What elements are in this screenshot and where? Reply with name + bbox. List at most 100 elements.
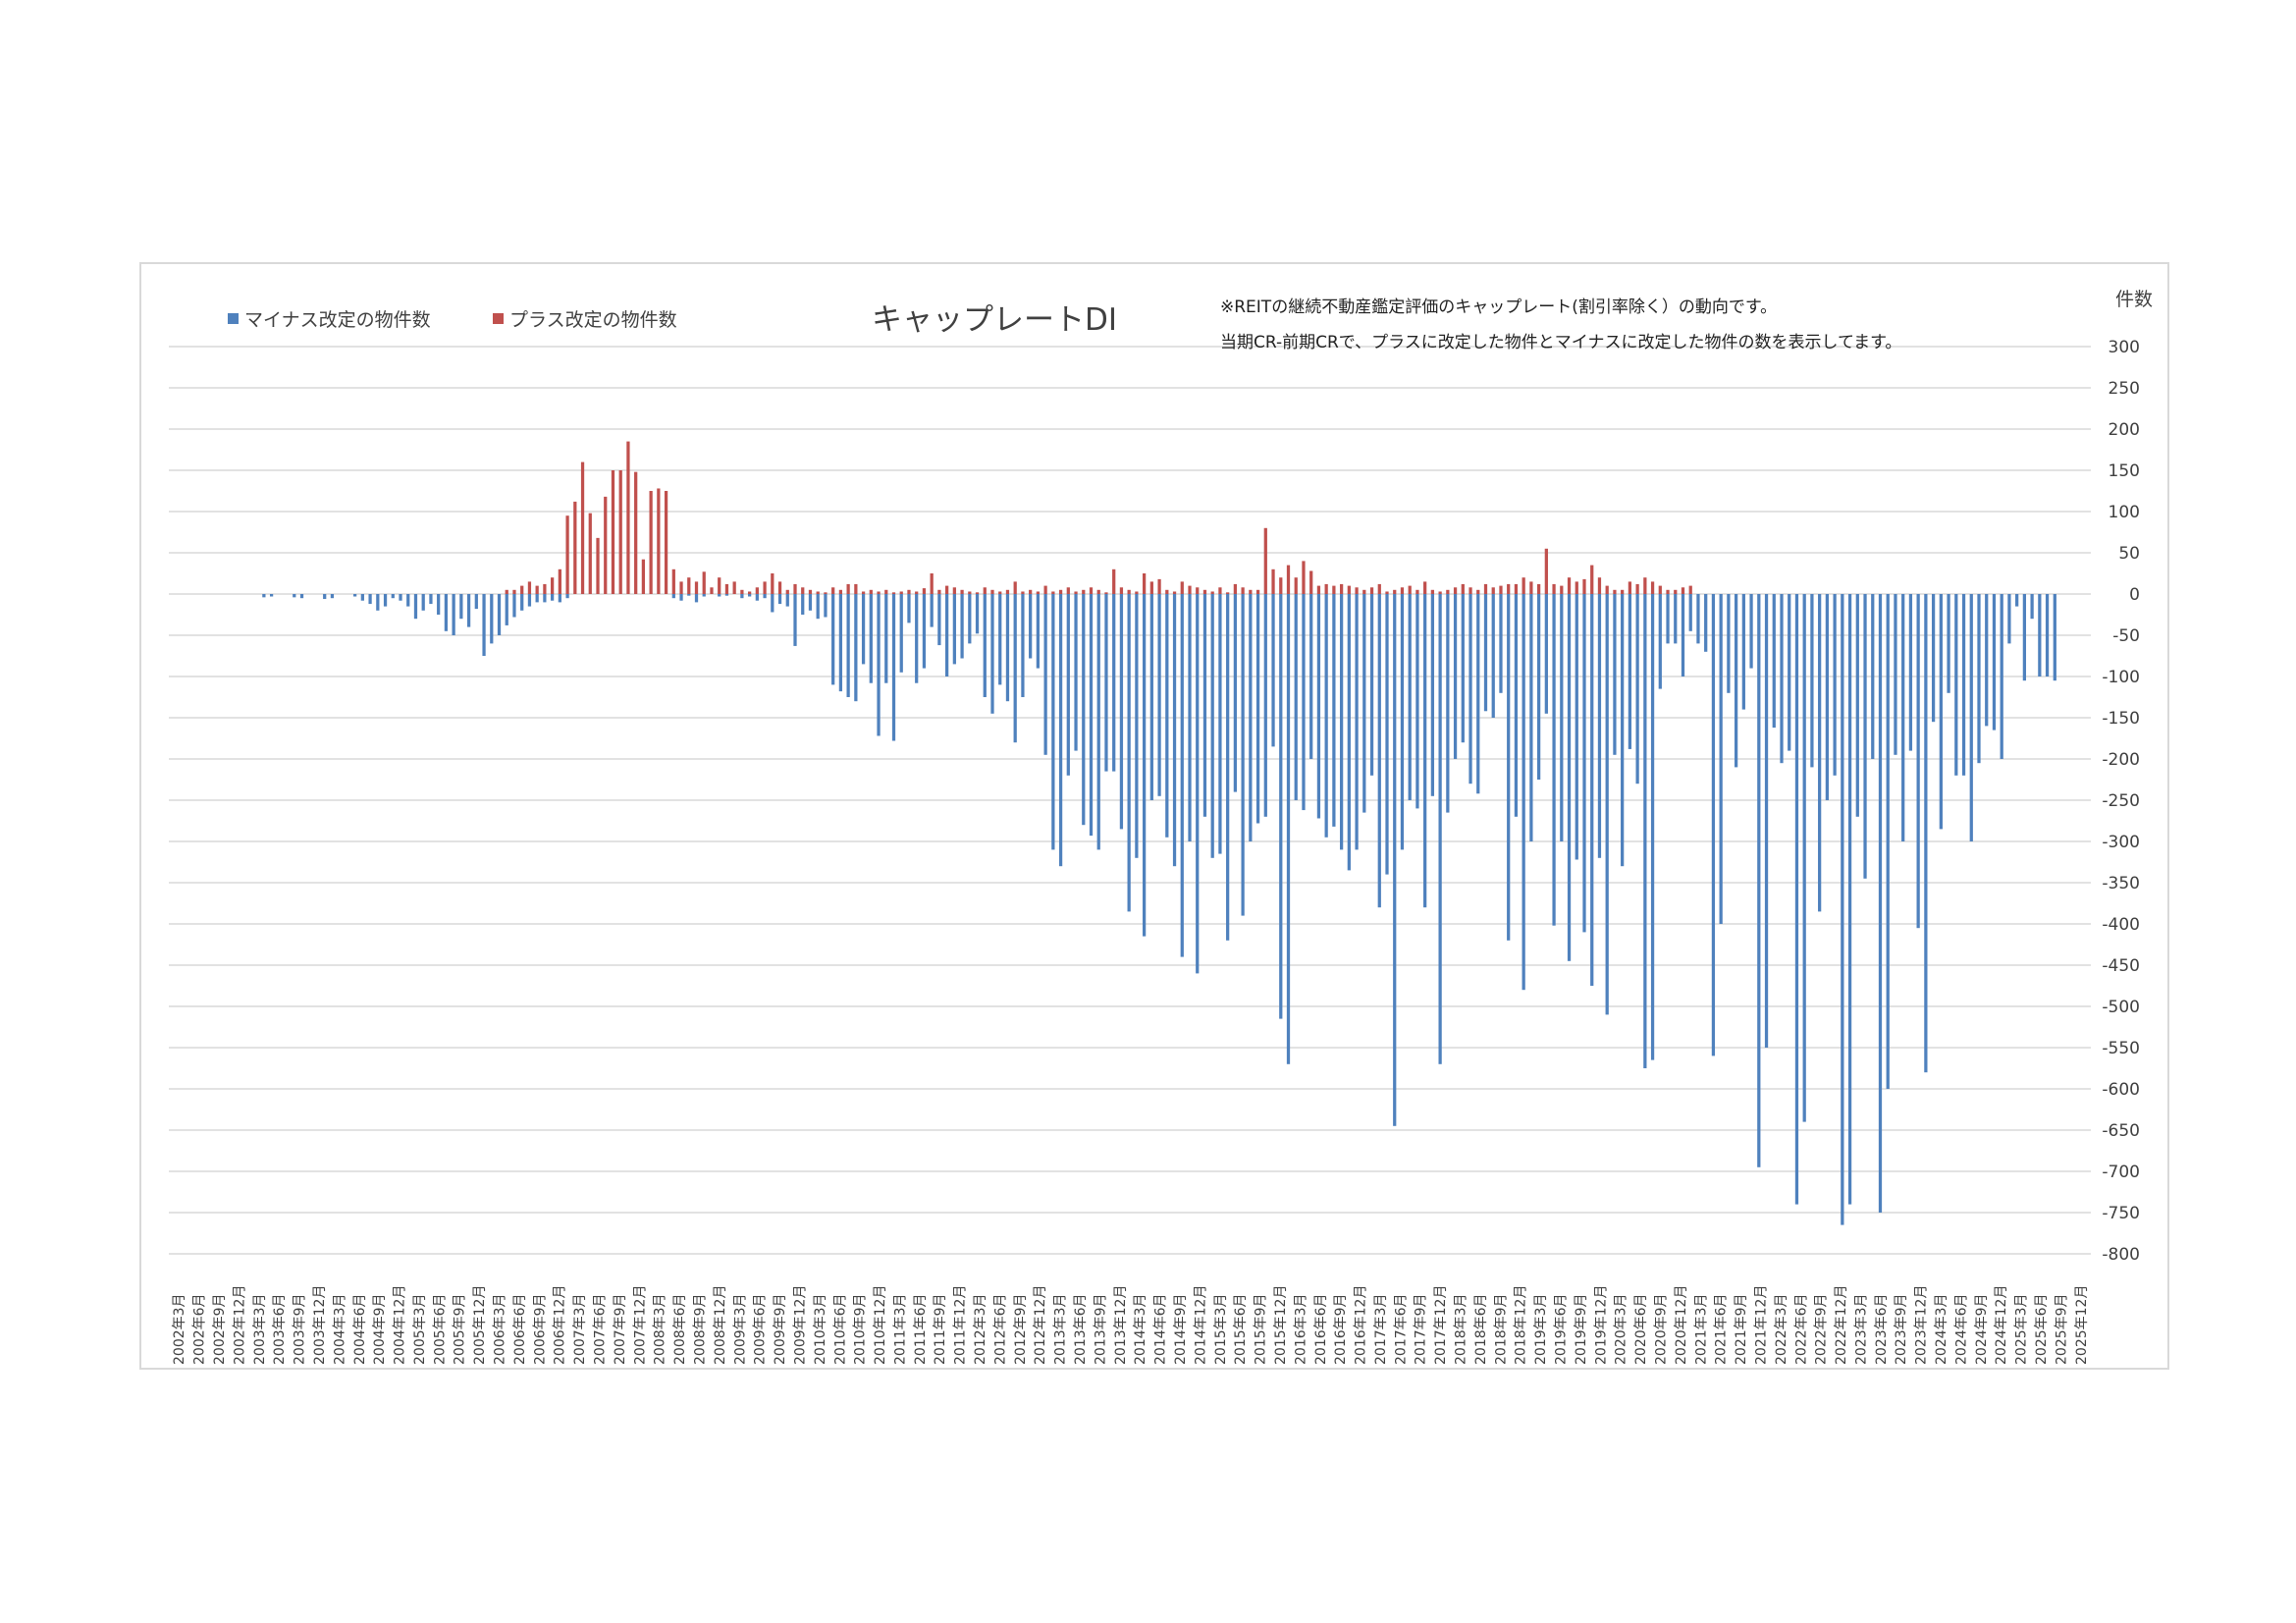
x-tick-label: 2010年6月: [832, 1293, 848, 1365]
bar-minus: [945, 594, 949, 676]
bar-plus: [634, 471, 638, 594]
legend-minus-swatch: [228, 313, 239, 324]
bar-minus: [1180, 594, 1184, 957]
bar-minus: [1286, 594, 1291, 1064]
bar-plus: [679, 581, 683, 594]
bar-plus: [1658, 585, 1662, 594]
x-tick-label: 2003年3月: [252, 1293, 268, 1365]
bar-minus: [990, 594, 994, 714]
bar-minus: [2000, 594, 2003, 759]
x-tick-label: 2023年3月: [1853, 1293, 1869, 1365]
bar-plus: [1021, 591, 1025, 594]
x-tick-label: 2021年9月: [1734, 1293, 1749, 1365]
bar-minus: [1393, 594, 1397, 1126]
legend-plus: プラス改定の物件数: [493, 305, 677, 332]
bar-minus: [1613, 594, 1617, 755]
bar-minus: [1332, 594, 1336, 827]
bar-minus: [1491, 594, 1495, 718]
x-tick-label: 2008年6月: [672, 1293, 688, 1365]
bar-plus: [1309, 570, 1313, 594]
bar-minus: [1780, 594, 1784, 764]
bar-minus: [1226, 594, 1230, 941]
bar-minus: [1104, 594, 1108, 772]
bar-minus: [444, 594, 449, 631]
bar-plus: [975, 592, 980, 594]
bar-minus: [846, 594, 850, 697]
x-tick-label: 2004年9月: [372, 1293, 388, 1365]
bar-plus: [1491, 587, 1495, 594]
bar-plus: [884, 589, 888, 594]
bar-plus: [1074, 591, 1078, 594]
bar-minus: [490, 594, 494, 644]
bar-plus: [1302, 561, 1306, 594]
x-tick-label: 2008年3月: [653, 1293, 668, 1365]
bar-minus: [1560, 594, 1564, 841]
bar-minus: [1202, 594, 1207, 817]
bar-minus: [269, 594, 274, 597]
x-tick-label: 2017年6月: [1393, 1293, 1409, 1365]
bar-minus: [1347, 594, 1351, 871]
bar-plus: [877, 591, 881, 594]
bar-minus: [1385, 594, 1389, 875]
y-tick-label: -250: [2102, 791, 2140, 811]
bar-plus: [1476, 589, 1480, 594]
bar-minus: [2030, 594, 2034, 620]
bar-plus: [1355, 587, 1359, 594]
bar-minus: [1855, 594, 1859, 817]
legend-minus-label: マイナス改定の物件数: [244, 309, 431, 331]
bar-minus: [376, 594, 380, 611]
bar-minus: [421, 594, 425, 611]
x-tick-label: 2023年9月: [1894, 1293, 1909, 1365]
bar-minus: [399, 594, 402, 601]
bar-plus: [1104, 592, 1108, 594]
bar-plus: [808, 589, 813, 594]
bar-plus: [1233, 583, 1238, 594]
bar-minus: [1514, 594, 1519, 817]
bar-plus: [1415, 589, 1419, 594]
bar-plus: [1127, 589, 1131, 594]
bar-plus: [990, 589, 994, 594]
x-tick-label: 2002年9月: [212, 1293, 228, 1365]
bar-minus: [459, 594, 463, 620]
bar-minus: [1734, 594, 1738, 768]
legend-plus-label: プラス改定の物件数: [509, 309, 677, 331]
bar-plus: [1271, 568, 1275, 594]
x-tick-label: 2013年6月: [1073, 1293, 1089, 1365]
x-tick-label: 2005年9月: [453, 1293, 468, 1365]
bar-plus: [1423, 581, 1427, 594]
bar-plus: [824, 592, 828, 594]
bar-minus: [1749, 594, 1753, 669]
y-tick-label: -100: [2102, 668, 2140, 687]
x-tick-label: 2012年3月: [973, 1293, 988, 1365]
bar-plus: [771, 573, 774, 594]
x-tick-label: 2018年3月: [1454, 1293, 1469, 1365]
bar-minus: [694, 594, 699, 603]
bar-minus: [1507, 594, 1511, 941]
bar-minus: [2022, 594, 2026, 681]
x-tick-label: 2021年6月: [1714, 1293, 1730, 1365]
bar-plus: [907, 589, 911, 594]
bar-minus: [838, 594, 843, 692]
bar-minus: [1628, 594, 1632, 749]
bar-plus: [1567, 577, 1572, 594]
bar-plus: [535, 585, 539, 594]
legend-plus-swatch: [493, 313, 504, 324]
bar-plus: [1560, 585, 1564, 594]
bar-minus: [474, 594, 478, 610]
bar-minus: [1066, 594, 1070, 776]
bar-plus: [1430, 589, 1435, 594]
bar-plus: [604, 496, 608, 594]
bar-minus: [1196, 594, 1200, 974]
x-tick-label: 2002年6月: [192, 1293, 208, 1365]
bar-minus: [1210, 594, 1214, 858]
x-tick-label: 2004年12月: [393, 1285, 408, 1365]
x-tick-label: 2024年6月: [1953, 1293, 1969, 1365]
bar-minus: [687, 594, 691, 596]
bar-minus: [1643, 594, 1647, 1068]
bar-minus: [1529, 594, 1533, 841]
bar-minus: [1149, 594, 1153, 800]
bar-plus: [618, 470, 622, 594]
bar-minus: [383, 594, 388, 607]
bar-plus: [1529, 581, 1533, 594]
